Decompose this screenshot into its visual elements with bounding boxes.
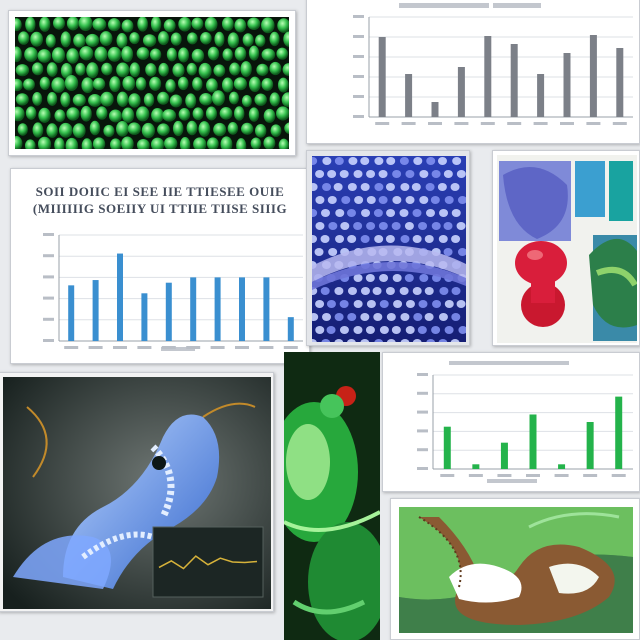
category-tick-mark [454,122,469,125]
green-closeup-image [284,352,380,640]
protein-render-scene [3,377,271,609]
bar [68,285,75,341]
category-tick-mark [186,346,201,349]
bar [537,74,545,117]
category-tick-mark [507,122,522,125]
tick-mark [43,317,54,321]
bar [586,422,594,469]
category-tick-mark [526,474,540,477]
tick-mark [417,448,428,452]
category-tick-mark [612,122,627,125]
tick-mark [417,467,428,470]
green-closeup-scene [284,352,380,640]
bar [484,36,492,117]
category-tick-mark [586,122,601,125]
category-tick-mark [210,346,225,349]
green-cells-micrograph [8,10,296,156]
tick-mark [353,115,364,118]
tissue-section-scene [399,507,633,633]
chart-title: SOII DOIIC EI SEE IIE TTIESEE OUIE (MIII… [19,183,301,217]
category-tick-mark [375,122,390,125]
bar [443,426,451,469]
category-tick-mark [137,346,152,349]
blue-bar-chart-card: SOII DOIIC EI SEE IIE TTIESEE OUIE (MIII… [10,168,310,364]
category-tick-mark [428,122,442,125]
inset-line-chart [152,526,264,598]
blue-tissue-image [306,150,470,346]
plot-area [417,373,633,477]
tick-mark [43,233,54,236]
bar [92,280,99,341]
bar [287,317,294,341]
bar [529,414,537,469]
category-tick-mark [583,474,598,477]
category-tick-mark [468,474,483,477]
bar [405,74,413,117]
tick-mark [43,275,54,279]
tick-mark [417,391,428,395]
bar [615,396,623,469]
plot-area [353,15,633,125]
blue-bar-chart-plot [43,233,303,351]
green-bar-chart-plot [417,361,633,483]
category-tick-mark [497,474,512,477]
grey-bar-chart-plot [353,3,633,125]
bar [190,277,197,341]
tick-mark [353,35,364,38]
tick-mark [43,339,54,342]
bar [141,293,148,341]
bar [263,277,270,341]
bar [500,442,508,469]
bar [378,37,386,117]
bar [510,44,518,117]
tick-mark [353,95,364,98]
tick-mark [353,55,364,58]
plot-area [43,233,303,349]
bar [589,35,597,117]
grey-bar-chart [306,0,640,144]
bar [214,277,221,341]
category-tick-mark [554,474,569,477]
category-tick-mark [480,122,495,125]
tissue-section-image [390,498,640,640]
green-bar-chart [382,352,640,492]
category-tick-mark [283,346,298,349]
series-line [158,555,258,570]
tick-mark [417,429,428,433]
chart-title-line-2: (MIIIIIIG SOEIIY UI TTIIE TIISE SIIIG [32,201,288,216]
tick-mark [417,410,428,414]
tick-mark [43,254,54,258]
protein-render-image [0,372,274,612]
blue-tissue-scan [312,156,466,342]
bar [239,277,245,341]
chart-title-line-1: SOII DOIIC EI SEE IIE TTIESEE OUIE [35,184,285,199]
organ-model-scene [497,155,637,343]
organ-model-image [492,150,640,346]
category-tick-mark [161,346,176,349]
bar [563,53,571,117]
category-tick-mark [113,346,127,349]
category-tick-mark [611,474,626,477]
category-tick-mark [440,474,455,477]
bar [558,464,566,469]
bar [117,253,123,341]
category-tick-mark [64,346,79,349]
category-tick-mark [533,122,548,125]
bar [431,102,439,117]
bar [472,464,480,469]
bar [165,282,172,341]
category-tick-mark [259,346,274,349]
category-tick-mark [560,122,574,125]
tick-mark [353,15,364,18]
category-tick-mark [401,122,416,125]
category-tick-mark [88,346,103,349]
green-cells-image [15,17,289,149]
tick-mark [43,296,54,300]
bar [457,67,465,117]
category-tick-mark [235,346,249,349]
tick-mark [353,75,364,78]
bar [616,48,624,117]
tick-mark [417,373,428,376]
